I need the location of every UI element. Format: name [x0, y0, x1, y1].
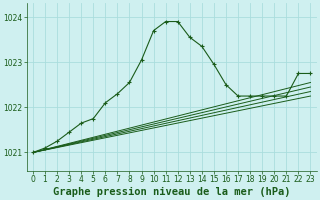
X-axis label: Graphe pression niveau de la mer (hPa): Graphe pression niveau de la mer (hPa) — [53, 186, 291, 197]
